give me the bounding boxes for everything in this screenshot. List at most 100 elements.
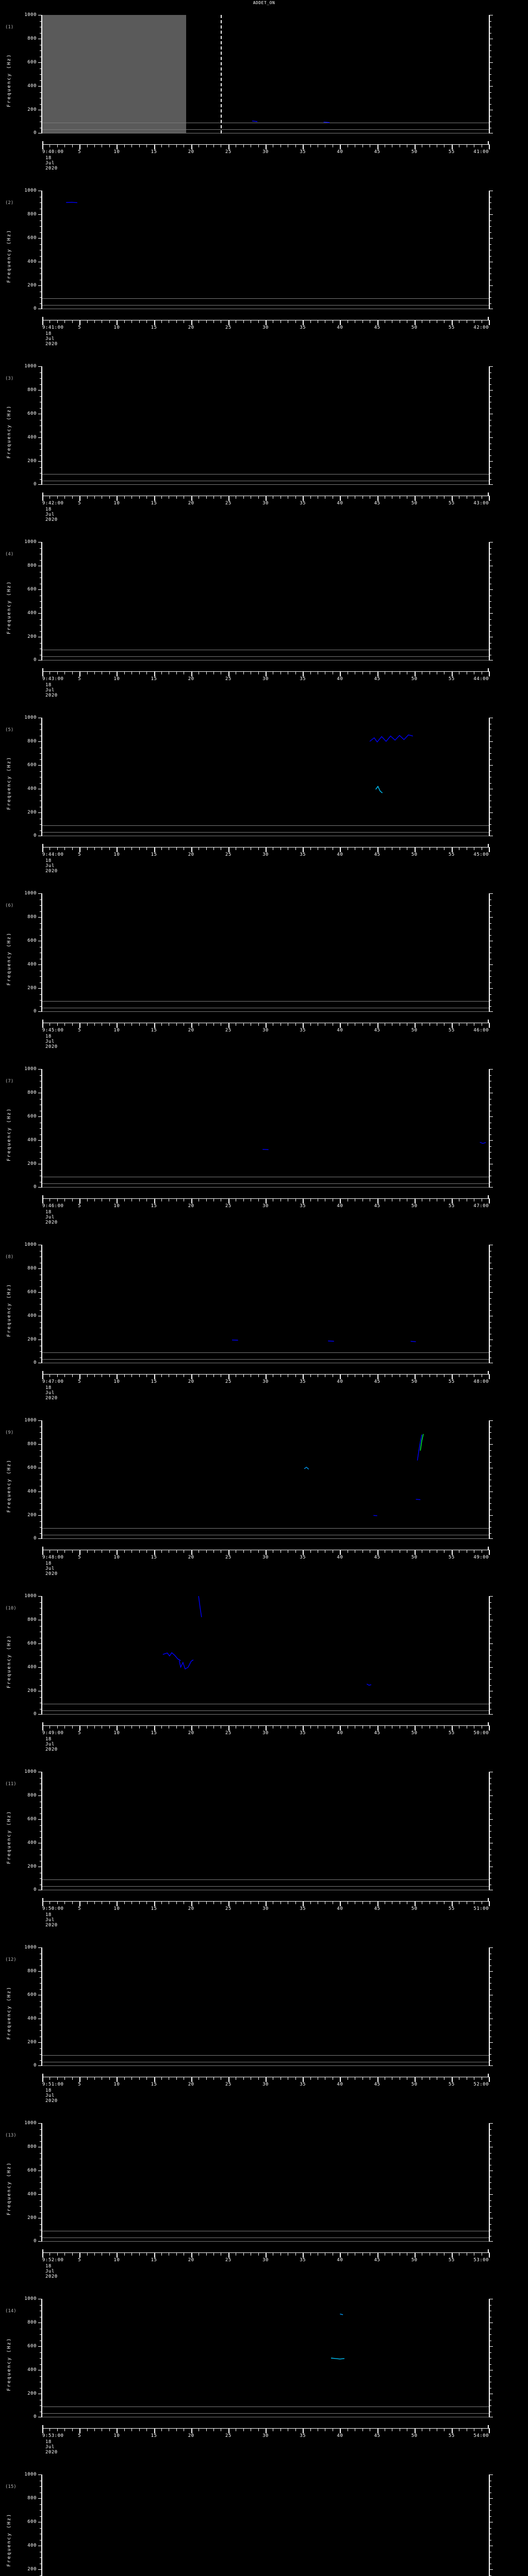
- x-tick-major: [340, 1374, 341, 1379]
- x-tick-minor: [280, 1725, 281, 1728]
- x-tick-minor: [206, 1374, 207, 1377]
- y-tick-minor-right: [489, 905, 491, 906]
- y-tick-label: 800: [27, 212, 37, 217]
- y-tick-minor: [40, 1152, 42, 1153]
- x-tick-major: [79, 144, 81, 149]
- x-tick-major: [451, 1374, 453, 1379]
- x-tick-minor: [243, 320, 244, 323]
- x-axis-date-label: 18 Jul 2020: [45, 858, 58, 874]
- x-tick-minor: [94, 320, 95, 323]
- x-tick-minor: [258, 2252, 259, 2256]
- x-tick-label: 10: [113, 2433, 120, 2438]
- x-tick-minor: [94, 1198, 95, 1201]
- y-tick-major: [38, 2194, 42, 2195]
- x-tick-major: [414, 320, 416, 325]
- x-tick-minor: [176, 671, 177, 674]
- x-tick-label: 5: [78, 1555, 81, 1560]
- y-tick-minor-right: [489, 256, 491, 257]
- x-tick-minor: [146, 671, 147, 674]
- date-line: Jul: [45, 2093, 55, 2098]
- x-tick-major: [266, 1901, 267, 1906]
- x-tick-major: [228, 1023, 229, 1028]
- y-tick-label: 600: [27, 2519, 37, 2524]
- chart-panel: (3) Frequency (Hz) 1000 800 600 400 200 0 9:42:0…: [0, 355, 528, 531]
- y-tick-minor: [40, 2364, 42, 2365]
- x-tick-minor: [161, 496, 162, 499]
- x-axis-start-time-label: 9:46:00: [42, 1204, 64, 1209]
- y-tick-label: 0: [34, 130, 37, 135]
- y-tick-label: 1000: [24, 2121, 37, 2126]
- x-tick-major: [228, 144, 229, 149]
- y-tick-minor-right: [489, 976, 491, 977]
- x-tick-minor: [176, 1725, 177, 1728]
- y-tick-major-right: [489, 1596, 493, 1597]
- y-tick-minor-right: [489, 1527, 491, 1528]
- x-tick-minor: [87, 2252, 88, 2256]
- x-tick-minor: [362, 2252, 363, 2256]
- x-tick-major: [377, 2077, 378, 2082]
- y-tick-minor: [40, 2129, 42, 2130]
- x-tick-minor: [176, 1023, 177, 1026]
- x-tick-label: 25: [225, 325, 232, 330]
- x-tick-minor: [124, 847, 125, 850]
- y-tick-label: 200: [27, 810, 37, 815]
- x-tick-minor: [161, 2077, 162, 2080]
- x-axis: [42, 844, 490, 852]
- y-tick-major-right: [489, 238, 493, 239]
- y-tick-minor-right: [489, 2364, 491, 2365]
- x-tick-major: [489, 1374, 490, 1379]
- y-axis-spine-right: [489, 2475, 490, 2576]
- x-axis-date-label: 18 Jul 2020: [45, 1210, 58, 1225]
- x-tick-minor: [72, 496, 73, 499]
- x-tick-label: 20: [188, 852, 194, 857]
- date-line: 2020: [45, 2098, 58, 2104]
- y-tick-minor: [40, 1965, 42, 1966]
- reference-line: [42, 2406, 489, 2408]
- x-tick-minor: [94, 2428, 95, 2431]
- x-tick-minor: [206, 671, 207, 674]
- x-tick-minor: [57, 1550, 58, 1553]
- x-tick-minor: [109, 144, 110, 147]
- x-tick-minor: [139, 1374, 140, 1377]
- x-tick-minor: [310, 2077, 311, 2080]
- x-tick-label: 45: [374, 325, 381, 330]
- x-tick-label: 50: [411, 2082, 418, 2087]
- x-tick-major: [266, 2428, 267, 2433]
- x-axis-end-time-label: 41:00: [473, 149, 489, 155]
- x-tick-minor: [57, 144, 58, 147]
- x-tick-label: 20: [188, 149, 194, 155]
- x-tick-major: [377, 2428, 378, 2433]
- x-tick-minor: [280, 496, 281, 499]
- x-tick-label: 45: [374, 676, 381, 682]
- x-axis-end-cap: [42, 668, 43, 672]
- x-tick-label: 25: [225, 1204, 232, 1209]
- y-tick-minor-right: [489, 1503, 491, 1504]
- y-tick-minor: [40, 2528, 42, 2529]
- x-tick-label: 20: [188, 676, 194, 682]
- x-tick-label: 25: [225, 2082, 232, 2087]
- y-tick-minor-right: [489, 232, 491, 233]
- date-line: 18: [45, 1737, 52, 1742]
- x-tick-minor: [109, 1374, 110, 1377]
- x-axis-end-time-label: 48:00: [473, 1379, 489, 1384]
- date-line: 18: [45, 2088, 52, 2093]
- x-tick-major: [42, 1198, 43, 1204]
- x-tick-label: 5: [78, 852, 81, 857]
- y-tick-minor: [40, 2141, 42, 2142]
- x-tick-major: [377, 847, 378, 852]
- x-tick-major: [266, 1725, 267, 1731]
- date-line: Jul: [45, 1215, 55, 1220]
- x-tick-label: 30: [262, 676, 269, 682]
- x-tick-label: 20: [188, 1731, 194, 1736]
- y-tick-major-right: [489, 1515, 493, 1516]
- x-tick-major: [79, 1198, 81, 1204]
- x-tick-major: [377, 1725, 378, 1731]
- x-axis-end-time-label: 49:00: [473, 1555, 489, 1560]
- x-tick-major: [340, 1023, 341, 1028]
- x-tick-minor: [243, 2077, 244, 2080]
- y-axis-label: Frequency (Hz): [7, 2513, 12, 2567]
- x-tick-minor: [94, 1901, 95, 1904]
- x-tick-label: 15: [151, 1906, 157, 1911]
- x-tick-minor: [161, 1550, 162, 1553]
- y-tick-minor: [40, 2135, 42, 2136]
